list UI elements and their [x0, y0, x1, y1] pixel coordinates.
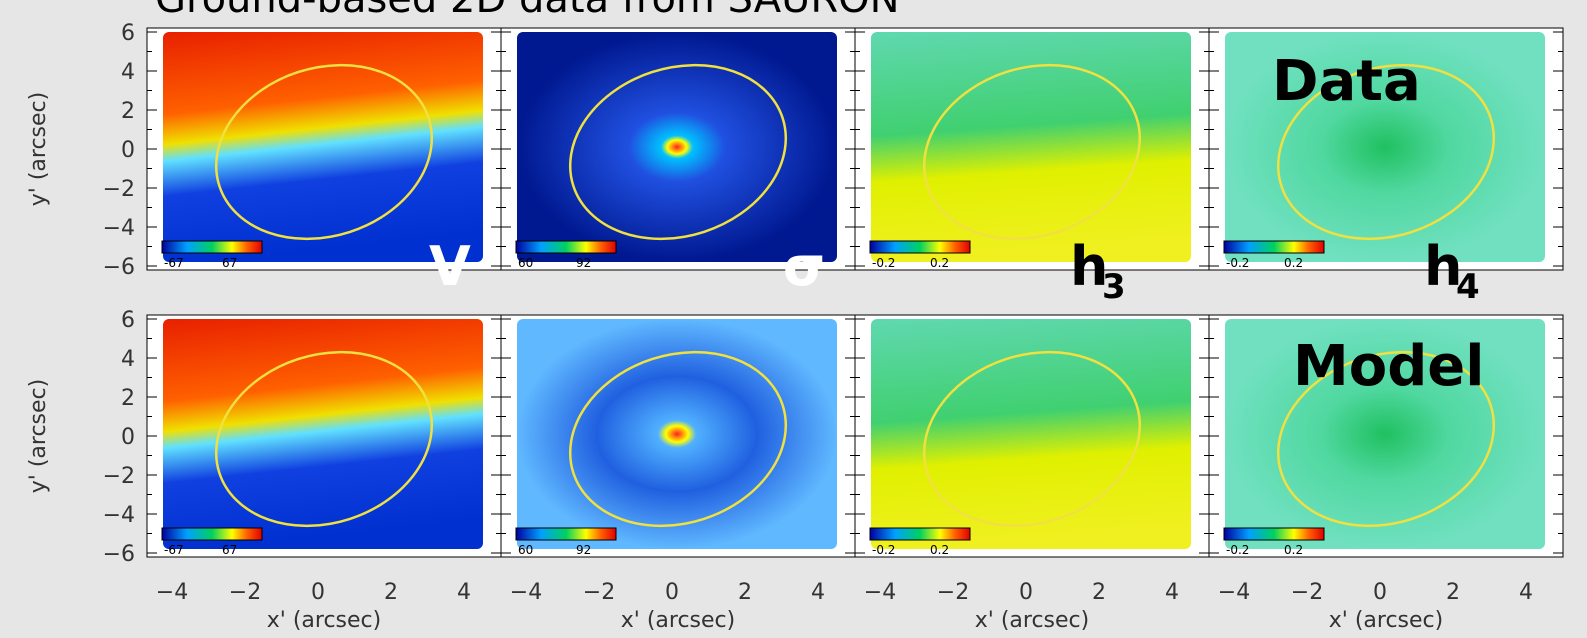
colorbar-label: -0.2	[872, 256, 895, 270]
x-tick-label: −4	[1218, 580, 1250, 605]
y-tick-label: −2	[103, 177, 135, 202]
y-tick-label: −4	[103, 216, 135, 241]
x-axis-label: x' (arcsec)	[621, 608, 735, 633]
colorbar-label: 92	[576, 256, 591, 270]
x-tick-label: 2	[384, 580, 398, 605]
x-tick-label: 0	[1373, 580, 1387, 605]
y-tick-label: 2	[121, 386, 135, 411]
y-tick-label: −6	[103, 255, 135, 280]
x-tick-label: 2	[1446, 580, 1460, 605]
x-tick-label: 4	[811, 580, 825, 605]
colorbar-label: 92	[576, 543, 591, 557]
x-axis-label: x' (arcsec)	[1329, 608, 1443, 633]
y-tick-label: 4	[121, 347, 135, 372]
colorbar-label: 0.2	[930, 543, 949, 557]
colorbar	[870, 528, 970, 540]
x-tick-label: −2	[937, 580, 969, 605]
colorbar-label: 0.2	[1284, 543, 1303, 557]
x-tick-label: 0	[311, 580, 325, 605]
x-tick-label: −2	[1291, 580, 1323, 605]
colorbar-label: 60	[518, 543, 533, 557]
colorbar-label: -0.2	[1226, 256, 1249, 270]
x-tick-label: 0	[1019, 580, 1033, 605]
x-tick-label: −2	[229, 580, 261, 605]
y-tick-label: 0	[121, 138, 135, 163]
y-tick-label: 6	[121, 308, 135, 333]
colorbar	[516, 528, 616, 540]
y-tick-label: 0	[121, 425, 135, 450]
y-tick-label: −4	[103, 503, 135, 528]
x-tick-label: 2	[738, 580, 752, 605]
x-tick-label: 2	[1092, 580, 1106, 605]
row-label: Model	[1293, 334, 1484, 399]
y-tick-label: −2	[103, 464, 135, 489]
colorbar	[1224, 241, 1324, 253]
x-tick-label: 4	[1165, 580, 1179, 605]
colorbar	[516, 241, 616, 253]
title: Ground-based 2D data from SAURON	[155, 0, 900, 22]
colorbar-label: 60	[518, 256, 533, 270]
colorbar-label: -67	[164, 256, 184, 270]
panel-subscript: 3	[1102, 267, 1126, 307]
colorbar-label: -0.2	[1226, 543, 1249, 557]
row-label: Data	[1272, 49, 1421, 114]
x-tick-label: −4	[864, 580, 896, 605]
y-tick-label: 6	[121, 21, 135, 46]
panel-symbol: V	[429, 235, 471, 298]
x-axis-label: x' (arcsec)	[267, 608, 381, 633]
y-axis-label: y' (arcsec)	[26, 379, 51, 493]
colorbar-label: 67	[222, 256, 237, 270]
x-axis-label: x' (arcsec)	[975, 608, 1089, 633]
y-tick-label: −6	[103, 542, 135, 567]
panel-subscript: 4	[1456, 267, 1480, 307]
colorbar	[162, 528, 262, 540]
x-tick-label: −4	[510, 580, 542, 605]
y-axis-label: y' (arcsec)	[26, 92, 51, 206]
colorbar-label: 67	[222, 543, 237, 557]
x-tick-label: −4	[156, 580, 188, 605]
x-tick-label: 4	[457, 580, 471, 605]
y-tick-label: 4	[121, 60, 135, 85]
colorbar	[870, 241, 970, 253]
x-tick-label: −2	[583, 580, 615, 605]
y-tick-label: 2	[121, 99, 135, 124]
colorbar-label: 0.2	[930, 256, 949, 270]
colorbar	[162, 241, 262, 253]
colorbar-label: 0.2	[1284, 256, 1303, 270]
x-tick-label: 0	[665, 580, 679, 605]
panel-symbol: σ	[783, 235, 825, 298]
colorbar-label: -0.2	[872, 543, 895, 557]
x-tick-label: 4	[1519, 580, 1533, 605]
colorbar	[1224, 528, 1324, 540]
colorbar-label: -67	[164, 543, 184, 557]
slide: Ground-based 2D data from SAURON 6 4 2 0 −2 −…	[0, 0, 1587, 638]
